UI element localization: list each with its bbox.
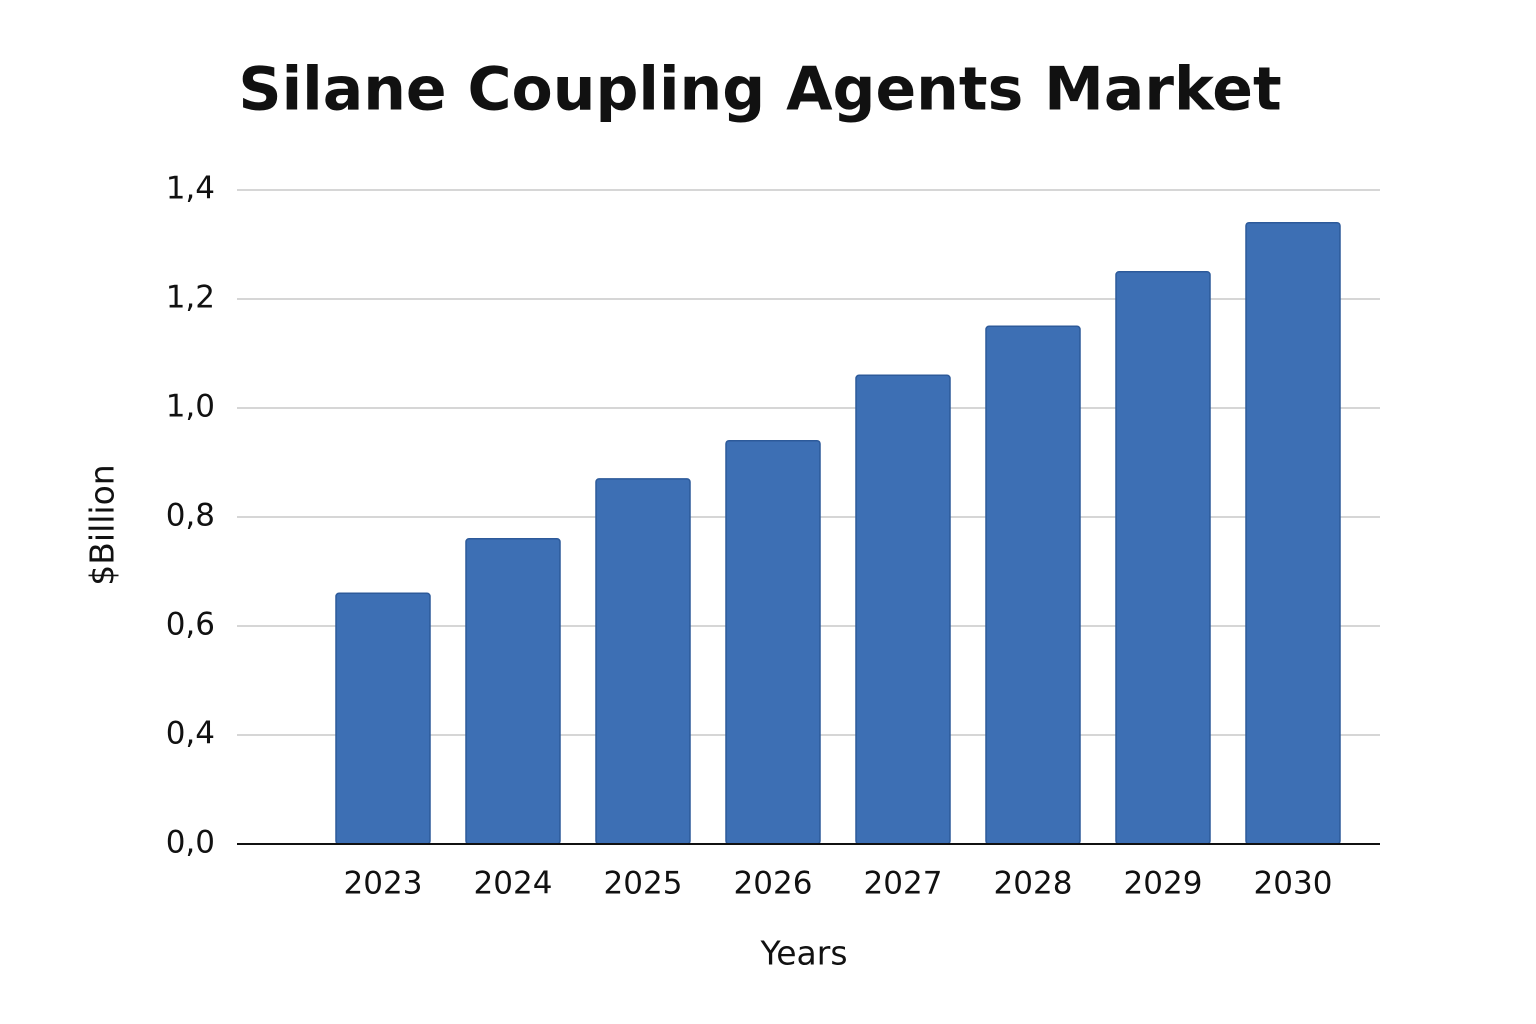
bar (1115, 271, 1211, 845)
x-tick-label: 2025 (604, 866, 683, 902)
y-axis-label: $Billion (83, 464, 122, 585)
y-tick-label: 0,8 (166, 498, 215, 534)
x-tick-label: 2029 (1124, 866, 1203, 902)
bar (595, 478, 691, 845)
x-tick-label: 2027 (864, 866, 943, 902)
x-tick-label: 2030 (1254, 866, 1333, 902)
bar (335, 592, 431, 845)
y-tick-label: 1,2 (166, 280, 215, 316)
y-tick-label: 0,6 (166, 607, 215, 643)
bar (985, 325, 1081, 845)
x-tick-label: 2026 (734, 866, 813, 902)
y-tick-label: 0,0 (166, 825, 215, 861)
x-axis-label: Years (759, 934, 847, 973)
bar (855, 374, 951, 845)
x-tick-label: 2024 (474, 866, 553, 902)
y-tick-label: 1,0 (166, 389, 215, 425)
y-tick-label: 0,4 (166, 716, 215, 752)
bar (1245, 221, 1341, 845)
y-tick-label: 1,4 (166, 171, 215, 207)
chart-title: Silane Coupling Agents Market (238, 55, 1281, 125)
bar (725, 439, 821, 845)
bar (465, 538, 561, 845)
x-tick-label: 2023 (344, 866, 423, 902)
x-tick-label: 2028 (994, 866, 1073, 902)
